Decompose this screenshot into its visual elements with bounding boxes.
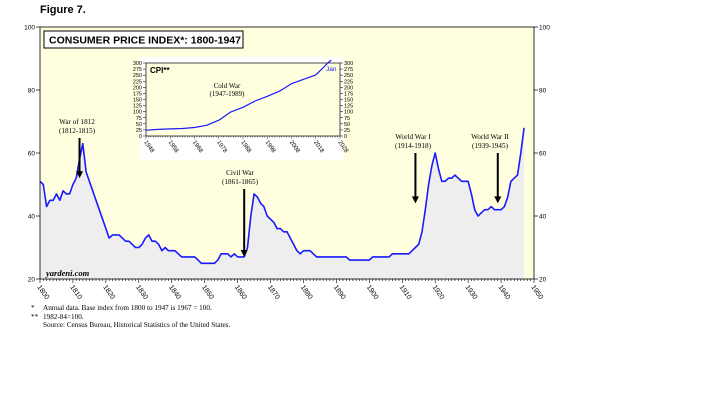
inset-y-tick-label-right: 250 xyxy=(344,73,353,79)
x-tick-label: 1910 xyxy=(398,284,413,301)
inset-plot-area xyxy=(145,62,341,137)
x-tick-label: 1950 xyxy=(529,284,544,301)
x-tick-label: 1850 xyxy=(200,284,215,301)
source-text: Source: Census Bureau, Historical Statis… xyxy=(43,321,231,330)
inset-annotation-label: Cold War xyxy=(214,82,241,90)
footnote-1: * Annual data. Base index from 1800 to 19… xyxy=(31,304,230,313)
x-tick-label: 1890 xyxy=(332,284,347,301)
inset-y-tick-label-right: 225 xyxy=(344,79,353,85)
y-tick-label-right: 80 xyxy=(539,88,547,95)
y-tick-label-right: 60 xyxy=(539,151,547,158)
annotation-sublabel: (1861-1865) xyxy=(222,178,259,186)
annotation-sublabel: (1914-1918) xyxy=(395,142,432,150)
x-tick-label: 1830 xyxy=(134,284,149,301)
x-tick-label: 1820 xyxy=(101,284,116,301)
x-tick-label: 1800 xyxy=(35,284,50,301)
annotation-label: World War I xyxy=(395,133,431,141)
inset-y-tick-label-right: 275 xyxy=(344,67,353,73)
annotation-arrow-head xyxy=(494,196,502,204)
inset-y-tick-label-right: 50 xyxy=(344,122,350,128)
footnote-text: 1982-84=100. xyxy=(43,312,84,321)
footnote-2: ** 1982-84=100. xyxy=(31,313,230,322)
inset-y-tick-label-left: 100 xyxy=(133,110,142,116)
inset-annotation-sublabel: (1947-1989) xyxy=(210,90,246,98)
inset-y-tick-label-right: 100 xyxy=(344,110,353,116)
annotation-arrow-head xyxy=(411,196,419,204)
watermark: yardeni.com xyxy=(45,268,90,278)
footnote-marker: * xyxy=(31,304,35,312)
x-tick-label: 1920 xyxy=(431,284,446,301)
footnote-text: Annual data. Base index from 1800 to 194… xyxy=(43,304,212,312)
inset-y-tick-label-right: 200 xyxy=(344,85,353,91)
inset-y-tick-label-left: 200 xyxy=(133,85,142,91)
x-tick-label: 1860 xyxy=(233,284,248,301)
footnote-source: Source: Census Bureau, Historical Statis… xyxy=(31,321,230,330)
annotations: War of 1812(1812-1815) Civil War(1861-186… xyxy=(59,118,510,257)
inset-series xyxy=(146,60,333,131)
inset-y-tick-label-left: 175 xyxy=(133,91,142,97)
y-tick-label-left: 80 xyxy=(28,88,36,95)
x-tick-label: 1900 xyxy=(365,284,380,301)
y-tick-label-right: 100 xyxy=(539,25,550,32)
inset-y-tick-label-left: 300 xyxy=(133,61,142,67)
inset-y-tick-label-left: 75 xyxy=(136,116,142,122)
inset-y-tick-label-left: 25 xyxy=(136,128,142,134)
x-tick-label: 1940 xyxy=(496,284,511,301)
x-tick-label: 1810 xyxy=(68,284,83,301)
x-tick-label: 1930 xyxy=(463,284,478,301)
y-tick-label-left: 100 xyxy=(24,25,35,32)
inset-legend-label: Jan xyxy=(326,66,337,73)
inset-title: CPI** xyxy=(150,66,170,75)
inset-y-tick-label-left: 50 xyxy=(136,122,142,128)
cpi-series-line xyxy=(39,127,525,265)
inset-y-tick-label-right: 125 xyxy=(344,104,353,110)
annotation-label: War of 1812 xyxy=(59,118,95,126)
footnotes: * Annual data. Base index from 1800 to 19… xyxy=(31,304,230,330)
inset-y-tick-label-right: 300 xyxy=(344,61,353,67)
cpi-area-group xyxy=(39,127,525,279)
y-tick-label-right: 20 xyxy=(539,277,547,284)
cpi-area-fill xyxy=(40,127,525,279)
inset-y-tick-label-right: 0 xyxy=(344,134,347,140)
y-tick-label-left: 20 xyxy=(28,277,36,284)
y-tick-label-right: 40 xyxy=(539,214,547,221)
inset-y-tick-label-left: 0 xyxy=(139,134,142,140)
inset-y-tick-label-left: 225 xyxy=(133,79,142,85)
figure-label: Figure 7. xyxy=(40,4,86,16)
x-tick-label: 1840 xyxy=(167,284,182,301)
x-tick-label: 1880 xyxy=(299,284,314,301)
annotation-label: Civil War xyxy=(226,169,254,177)
y-tick-label-left: 60 xyxy=(28,151,36,158)
inset-y-tick-label-right: 25 xyxy=(344,128,350,134)
y-tick-label-left: 40 xyxy=(28,214,36,221)
inset-y-tick-label-right: 75 xyxy=(344,116,350,122)
title-box xyxy=(43,30,244,49)
inset-series-line xyxy=(146,60,333,131)
inset-y-tick-label-right: 175 xyxy=(344,91,353,97)
annotation-label: World War II xyxy=(471,133,509,141)
footnote-marker: ** xyxy=(31,312,39,321)
x-tick-label: 1870 xyxy=(266,284,281,301)
inset-y-tick-label-left: 250 xyxy=(133,73,142,79)
chart-title: CONSUMER PRICE INDEX*: 1800-1947 xyxy=(49,35,241,47)
inset-y-tick-label-left: 150 xyxy=(133,98,142,104)
annotation-sublabel: (1939-1945) xyxy=(472,142,509,150)
inset-y-tick-label-right: 150 xyxy=(344,98,353,104)
inset-y-tick-label-left: 125 xyxy=(133,104,142,110)
annotation-arrow-head xyxy=(76,171,84,179)
annotation-arrow-head xyxy=(240,249,248,257)
annotation-sublabel: (1812-1815) xyxy=(59,127,96,135)
inset-y-tick-label-left: 275 xyxy=(133,67,142,73)
